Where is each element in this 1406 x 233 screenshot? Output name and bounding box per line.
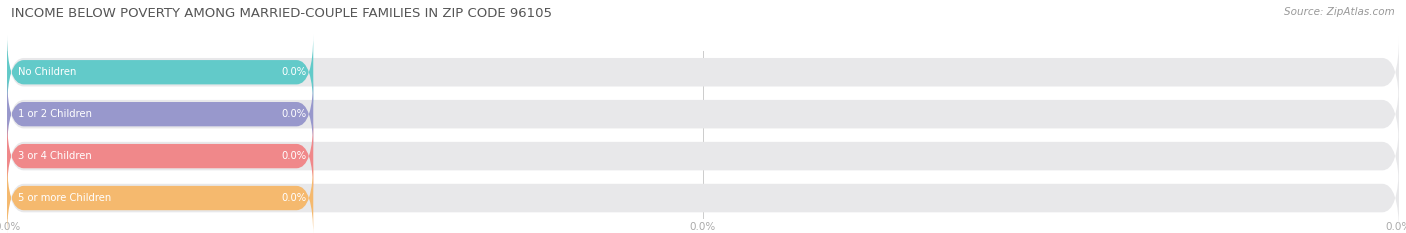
Text: No Children: No Children <box>18 67 76 77</box>
FancyBboxPatch shape <box>7 160 314 233</box>
FancyBboxPatch shape <box>7 118 314 194</box>
Text: Source: ZipAtlas.com: Source: ZipAtlas.com <box>1284 7 1395 17</box>
FancyBboxPatch shape <box>7 76 314 152</box>
FancyBboxPatch shape <box>7 36 1399 108</box>
FancyBboxPatch shape <box>7 78 1399 150</box>
Text: 0.0%: 0.0% <box>281 67 307 77</box>
Text: 0.0%: 0.0% <box>281 151 307 161</box>
FancyBboxPatch shape <box>7 162 1399 233</box>
FancyBboxPatch shape <box>7 34 314 110</box>
Text: 5 or more Children: 5 or more Children <box>18 193 111 203</box>
Text: 0.0%: 0.0% <box>281 109 307 119</box>
Text: 0.0%: 0.0% <box>281 193 307 203</box>
Text: 1 or 2 Children: 1 or 2 Children <box>18 109 93 119</box>
FancyBboxPatch shape <box>7 120 1399 192</box>
Text: INCOME BELOW POVERTY AMONG MARRIED-COUPLE FAMILIES IN ZIP CODE 96105: INCOME BELOW POVERTY AMONG MARRIED-COUPL… <box>11 7 553 20</box>
Text: 3 or 4 Children: 3 or 4 Children <box>18 151 91 161</box>
